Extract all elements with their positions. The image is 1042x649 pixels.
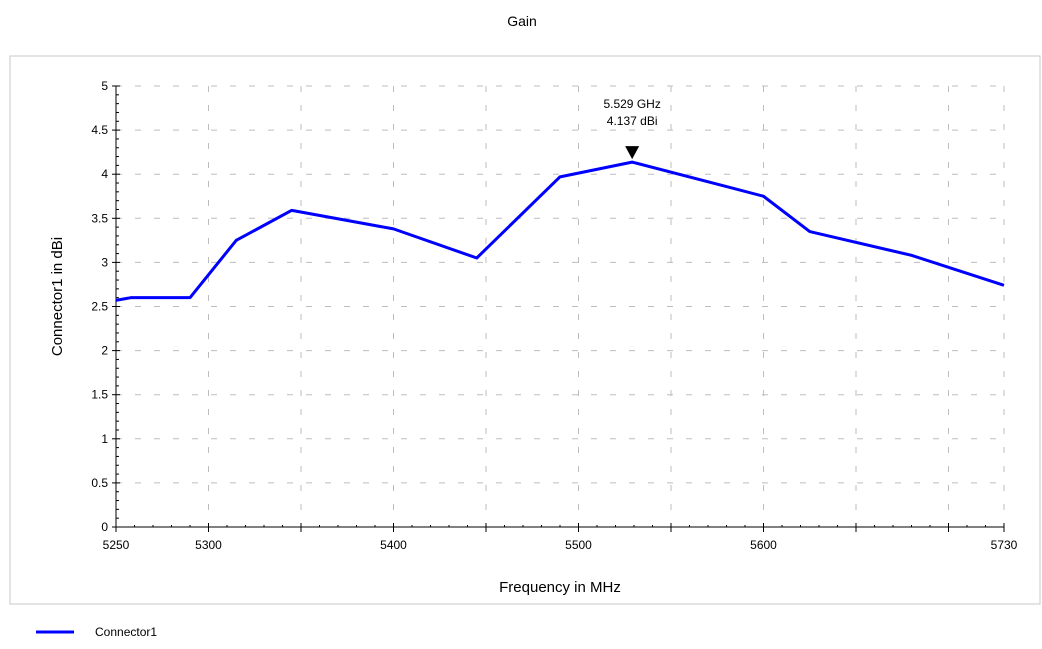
y-tick-label: 3.5 — [91, 211, 108, 225]
series-layer — [115, 160, 1005, 302]
x-axis-title: Frequency in MHz — [499, 579, 621, 596]
y-tick-label: 0.5 — [91, 476, 108, 490]
series-line-connector1 — [115, 160, 1005, 302]
legend: Connector1 — [36, 625, 157, 639]
y-tick-label: 3 — [101, 255, 108, 269]
grid — [116, 85, 1005, 527]
y-tick-label: 2.5 — [91, 300, 108, 314]
y-tick-label: 5 — [101, 79, 108, 93]
x-tick-label: 5730 — [991, 538, 1018, 552]
x-tick-label: 5250 — [103, 538, 130, 552]
legend-label: Connector1 — [95, 625, 157, 639]
y-tick-label: 0 — [101, 520, 108, 534]
x-tick-label: 5500 — [565, 538, 592, 552]
x-tick-label: 5400 — [380, 538, 407, 552]
chart-title: Gain — [507, 13, 537, 29]
annotations: 5.529 GHz 4.137 dBi — [603, 97, 661, 160]
y-tick-label: 4.5 — [91, 123, 108, 137]
y-tick-label: 4 — [101, 167, 108, 181]
x-tick-label: 5300 — [195, 538, 222, 552]
annotation-gain: 4.137 dBi — [607, 114, 658, 128]
marker-triangle-icon — [625, 146, 640, 160]
annotation-frequency: 5.529 GHz — [603, 97, 660, 111]
y-tick-label: 2 — [101, 344, 108, 358]
plot-frame — [9, 55, 1041, 605]
y-axis-title: Connector1 in dBi — [49, 237, 66, 356]
x-tick-label: 5600 — [750, 538, 777, 552]
y-tick-label: 1.5 — [91, 388, 108, 402]
axes: 0 0.5 1 1.5 2 2.5 3 3.5 4 4.5 5 5250 5300 5400 5500 560… — [91, 79, 1017, 552]
y-tick-label: 1 — [101, 432, 108, 446]
